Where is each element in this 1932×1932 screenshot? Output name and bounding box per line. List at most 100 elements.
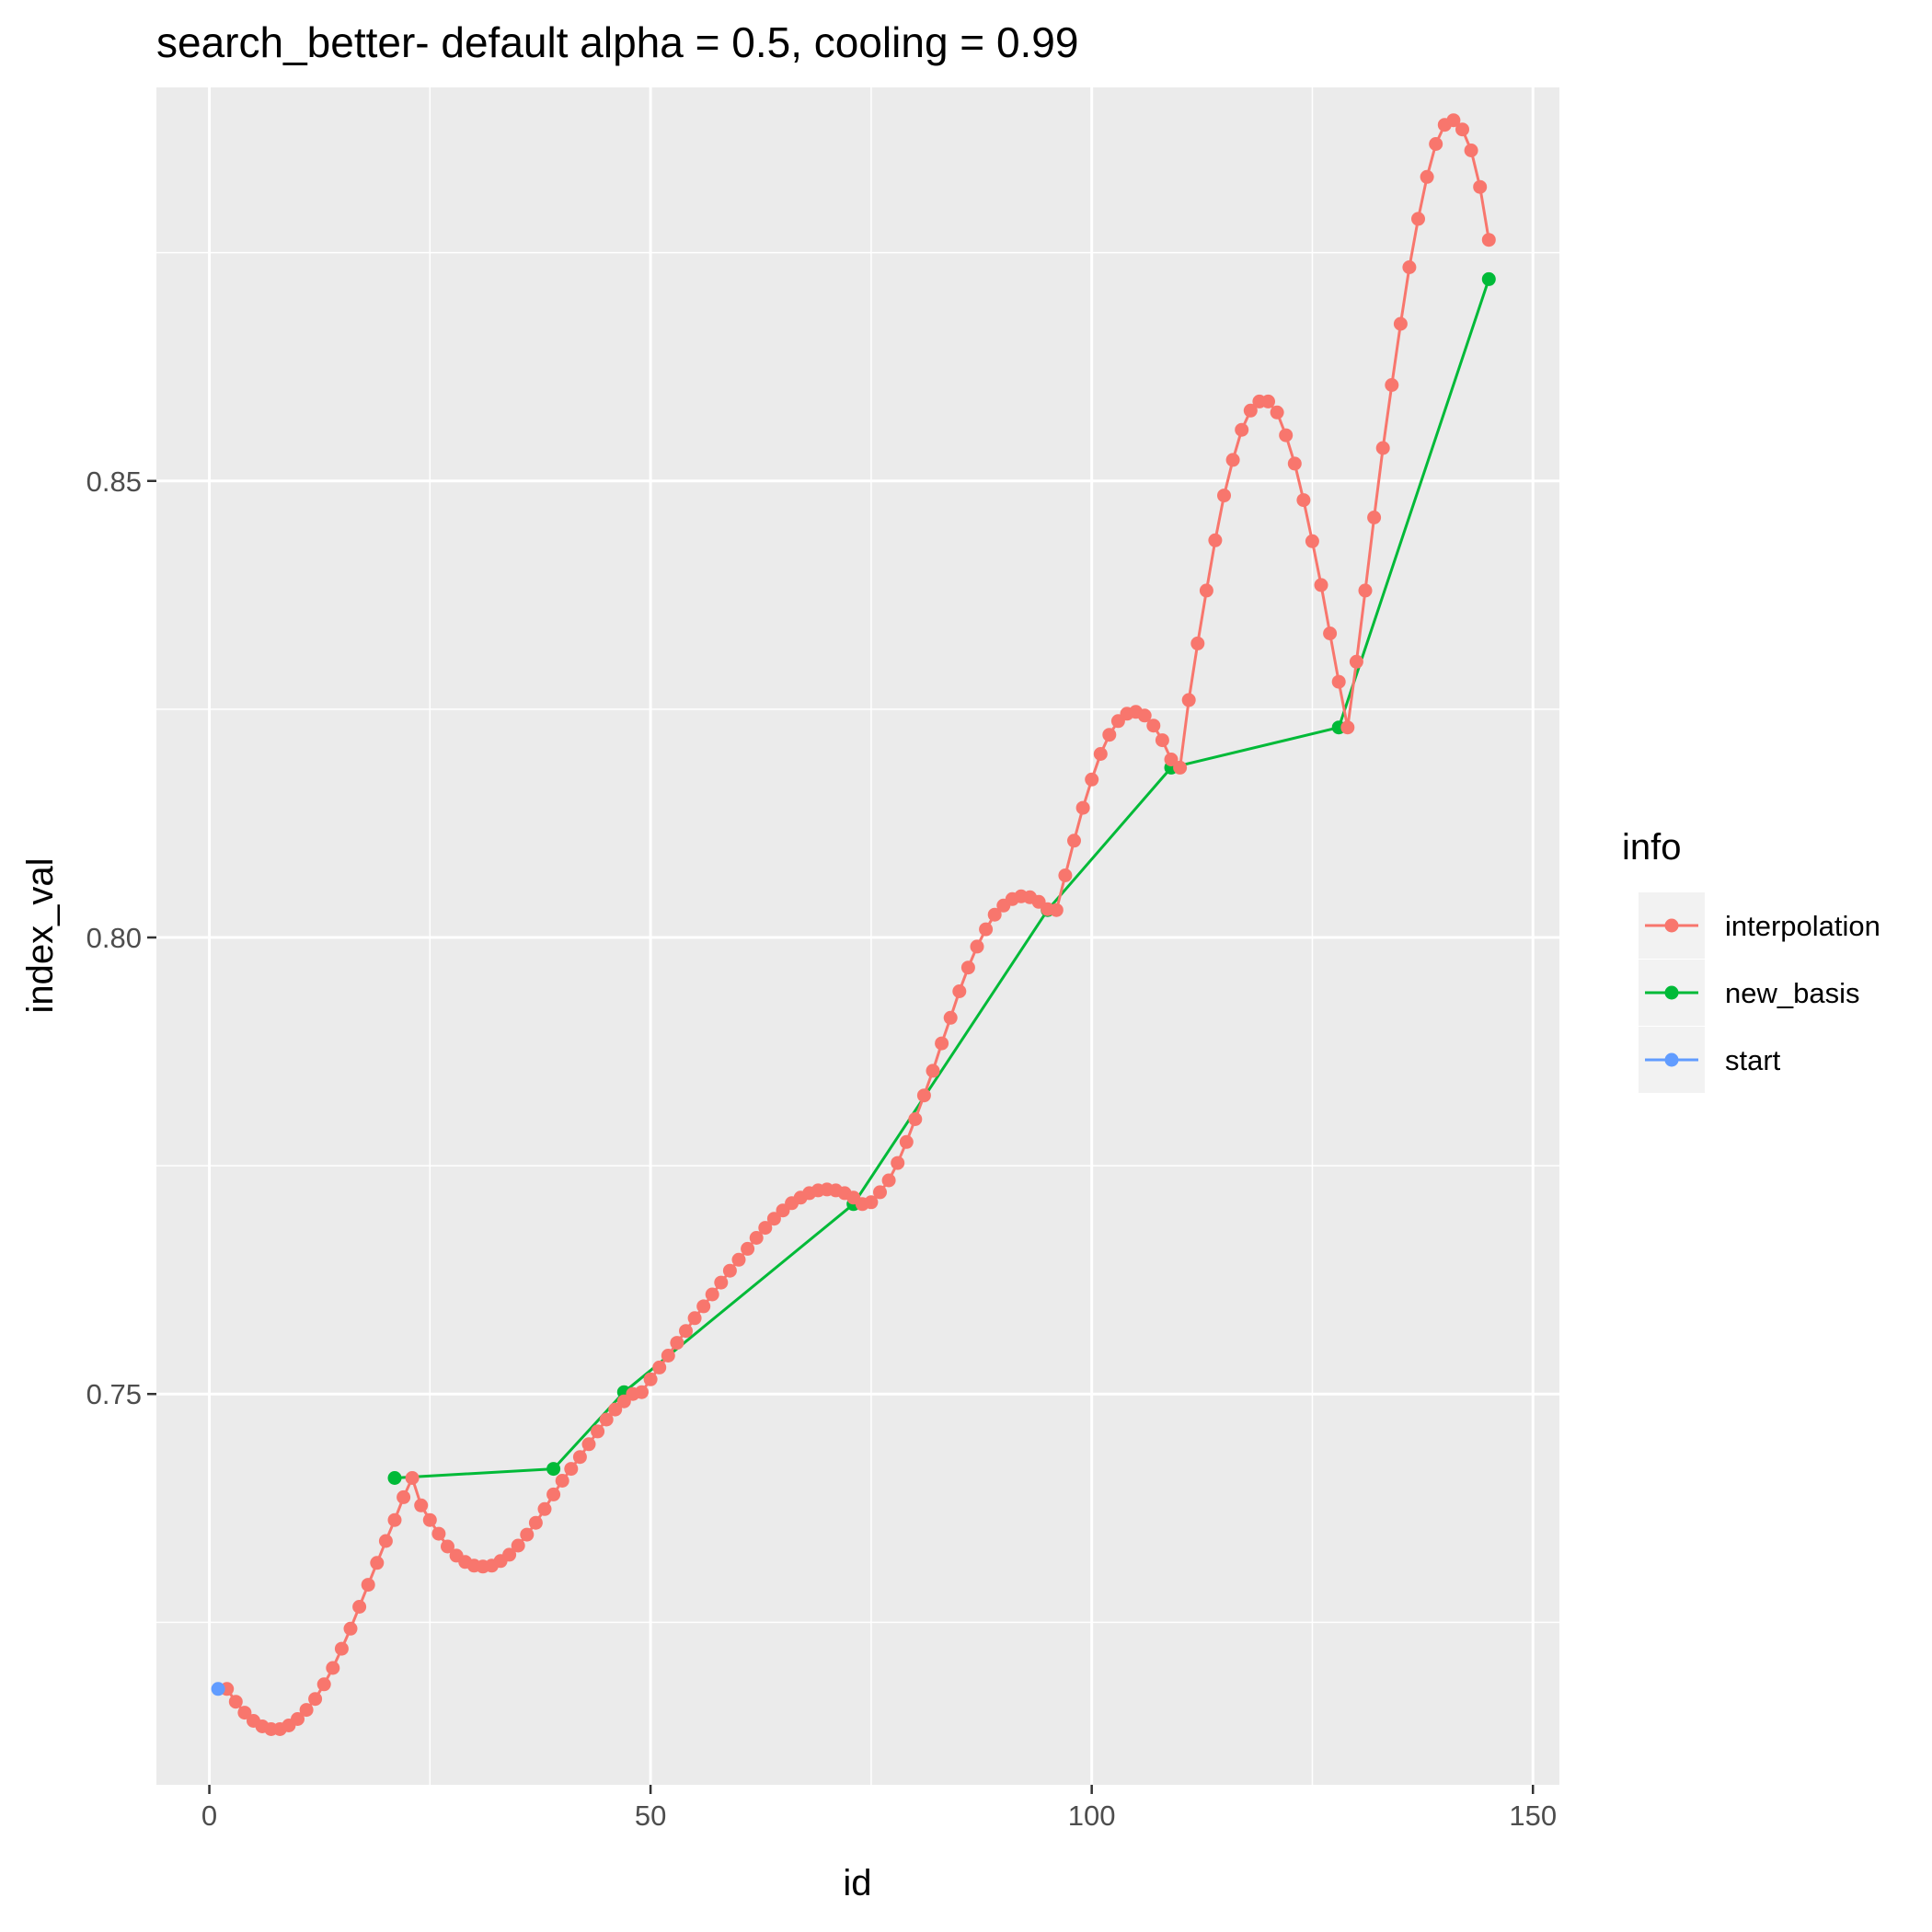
x-axis-title: id — [843, 1863, 871, 1903]
data-point-interpolation — [1446, 113, 1461, 128]
data-point-interpolation — [705, 1287, 719, 1302]
data-point-interpolation — [343, 1621, 358, 1636]
data-point-interpolation — [1235, 422, 1249, 437]
x-tick-label: 0 — [201, 1800, 217, 1832]
data-point-interpolation — [1429, 137, 1443, 151]
data-point-interpolation — [591, 1424, 605, 1439]
data-point-interpolation — [378, 1534, 393, 1548]
data-point-interpolation — [1146, 719, 1161, 733]
data-point-interpolation — [1217, 489, 1231, 503]
data-point-interpolation — [891, 1156, 905, 1170]
series-layer — [211, 113, 1496, 1736]
data-point-interpolation — [511, 1538, 525, 1553]
data-point-interpolation — [758, 1221, 773, 1236]
series-start — [211, 1682, 225, 1696]
data-point-interpolation — [299, 1703, 314, 1718]
data-point-interpolation — [714, 1275, 729, 1290]
data-point-interpolation — [564, 1462, 579, 1477]
data-point-interpolation — [1261, 394, 1275, 408]
data-point-interpolation — [1270, 405, 1284, 420]
data-point-interpolation — [670, 1336, 684, 1351]
data-point-interpolation — [1190, 636, 1205, 650]
data-point-interpolation — [1314, 578, 1328, 592]
data-point-interpolation — [652, 1360, 667, 1374]
data-point-interpolation — [326, 1661, 340, 1675]
data-point-interpolation — [397, 1489, 411, 1504]
data-point-interpolation — [943, 1010, 958, 1025]
data-point-interpolation — [899, 1134, 914, 1149]
data-point-interpolation — [1102, 728, 1117, 742]
chart-title: search_better- default alpha = 0.5, cool… — [156, 18, 1078, 66]
data-point-interpolation — [741, 1241, 755, 1256]
data-point-interpolation — [864, 1195, 879, 1210]
data-point-interpolation — [608, 1402, 623, 1417]
legend-label: start — [1725, 1044, 1781, 1076]
x-tick-label: 100 — [1068, 1800, 1116, 1832]
data-point-interpolation — [361, 1578, 375, 1593]
y-tick-label: 0.85 — [86, 466, 142, 498]
data-point-interpolation — [1473, 179, 1488, 194]
data-point-new-basis — [546, 1462, 561, 1477]
legend-label: interpolation — [1725, 910, 1880, 942]
data-point-interpolation — [731, 1252, 746, 1267]
data-point-interpolation — [873, 1185, 887, 1200]
data-point-new-basis — [387, 1471, 402, 1485]
data-point-interpolation — [1420, 169, 1434, 184]
y-tick-label: 0.80 — [86, 922, 142, 954]
data-point-interpolation — [1411, 212, 1425, 226]
data-point-interpolation — [1305, 534, 1319, 548]
legend-item-start: start — [1639, 1027, 1781, 1093]
data-point-interpolation — [546, 1487, 561, 1501]
data-point-interpolation — [979, 922, 994, 937]
x-tick-label: 50 — [635, 1800, 666, 1832]
data-point-interpolation — [1067, 834, 1081, 848]
data-point-interpolation — [316, 1677, 331, 1692]
data-point-interpolation — [1049, 903, 1064, 917]
data-point-interpolation — [1058, 868, 1073, 882]
y-axis-title: index_val — [20, 857, 61, 1013]
data-point-interpolation — [679, 1324, 693, 1339]
data-point-interpolation — [926, 1064, 940, 1078]
data-point-interpolation — [916, 1088, 931, 1103]
data-point-interpolation — [935, 1036, 949, 1051]
legend-item-new-basis: new_basis — [1639, 960, 1859, 1026]
legend-key-point — [1664, 985, 1679, 1000]
data-point-interpolation — [1137, 708, 1152, 723]
data-point-interpolation — [405, 1471, 420, 1485]
data-point-interpolation — [581, 1437, 596, 1452]
legend-label: new_basis — [1725, 977, 1859, 1009]
legend-item-interpolation: interpolation — [1639, 892, 1880, 959]
data-point-interpolation — [881, 1173, 896, 1188]
data-point-interpolation — [749, 1231, 764, 1245]
data-point-interpolation — [308, 1692, 323, 1707]
data-point-interpolation — [237, 1706, 252, 1720]
data-point-interpolation — [1287, 456, 1302, 471]
data-point-interpolation — [1402, 260, 1417, 274]
data-point-interpolation — [960, 960, 975, 975]
data-point-interpolation — [1093, 747, 1108, 761]
data-point-interpolation — [572, 1450, 587, 1465]
data-point-interpolation — [1349, 654, 1363, 669]
data-point-interpolation — [1225, 453, 1240, 467]
data-point-interpolation — [1181, 693, 1196, 707]
data-point-interpolation — [1331, 674, 1346, 689]
data-point-start — [211, 1682, 225, 1696]
data-point-interpolation — [1385, 378, 1399, 392]
data-point-interpolation — [1455, 122, 1469, 137]
grid-major — [156, 87, 1559, 1785]
series-line-new-basis — [394, 278, 1490, 1479]
data-point-interpolation — [661, 1349, 675, 1363]
data-point-interpolation — [528, 1515, 543, 1530]
data-point-interpolation — [414, 1498, 429, 1512]
data-point-interpolation — [952, 984, 967, 998]
data-point-interpolation — [987, 907, 1002, 922]
data-point-interpolation — [599, 1412, 614, 1427]
legend-key-point — [1664, 918, 1679, 933]
data-point-interpolation — [643, 1372, 658, 1386]
data-point-interpolation — [1340, 720, 1355, 735]
data-point-interpolation — [1155, 733, 1169, 748]
legend-title: info — [1622, 827, 1682, 868]
data-point-new-basis — [1481, 271, 1496, 286]
data-point-interpolation — [1164, 753, 1179, 766]
data-point-interpolation — [696, 1299, 711, 1314]
